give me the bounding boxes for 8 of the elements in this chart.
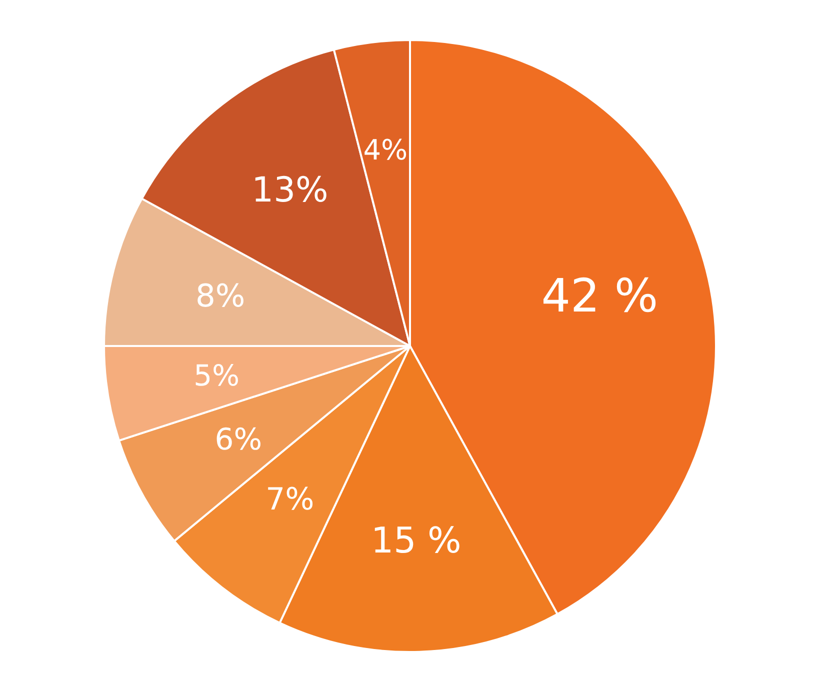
data-label: 5% — [194, 358, 240, 393]
data-label: 15 % — [371, 520, 462, 562]
data-label: 6% — [214, 422, 262, 458]
data-label: 7% — [266, 482, 314, 518]
data-label: 42 % — [541, 268, 658, 322]
data-label: 4% — [363, 134, 408, 167]
data-label: 8% — [195, 278, 246, 314]
data-label: 13% — [252, 170, 328, 210]
